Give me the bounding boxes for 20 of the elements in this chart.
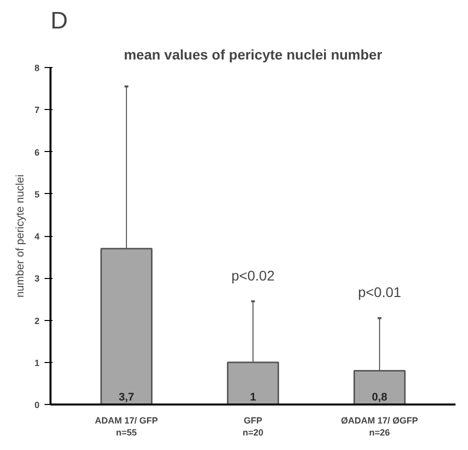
annotation: p<0.02 [231, 267, 275, 284]
y-tick-label: 4 [34, 232, 40, 242]
chart-title: mean values of pericyte nuclei number [124, 46, 383, 62]
y-tick-label: 8 [34, 63, 40, 73]
x-tick-label: ØADAM 17/ ØGFP n=26 [341, 416, 418, 438]
y-tick-label: 1 [34, 358, 40, 368]
y-tick-label: 7 [34, 105, 40, 116]
y-tick-label: 2 [34, 316, 40, 326]
data-label: 1 [250, 391, 256, 404]
y-axis-title: number of pericyte nuclei [14, 174, 26, 298]
x-tick-label: ADAM 17/ GFP n=55 [94, 416, 158, 438]
text: D [50, 8, 68, 34]
annotation: p<0.01 [358, 284, 402, 300]
y-tick-label: 6 [34, 147, 40, 158]
x-tick-label: GFP n=20 [242, 416, 264, 438]
data-label: 0,8 [372, 391, 388, 404]
y-tick-label: 5 [34, 189, 40, 200]
data-label: 3,7 [118, 391, 134, 404]
y-tick-label: 3 [34, 274, 40, 284]
y-tick-label: 0 [34, 400, 40, 410]
